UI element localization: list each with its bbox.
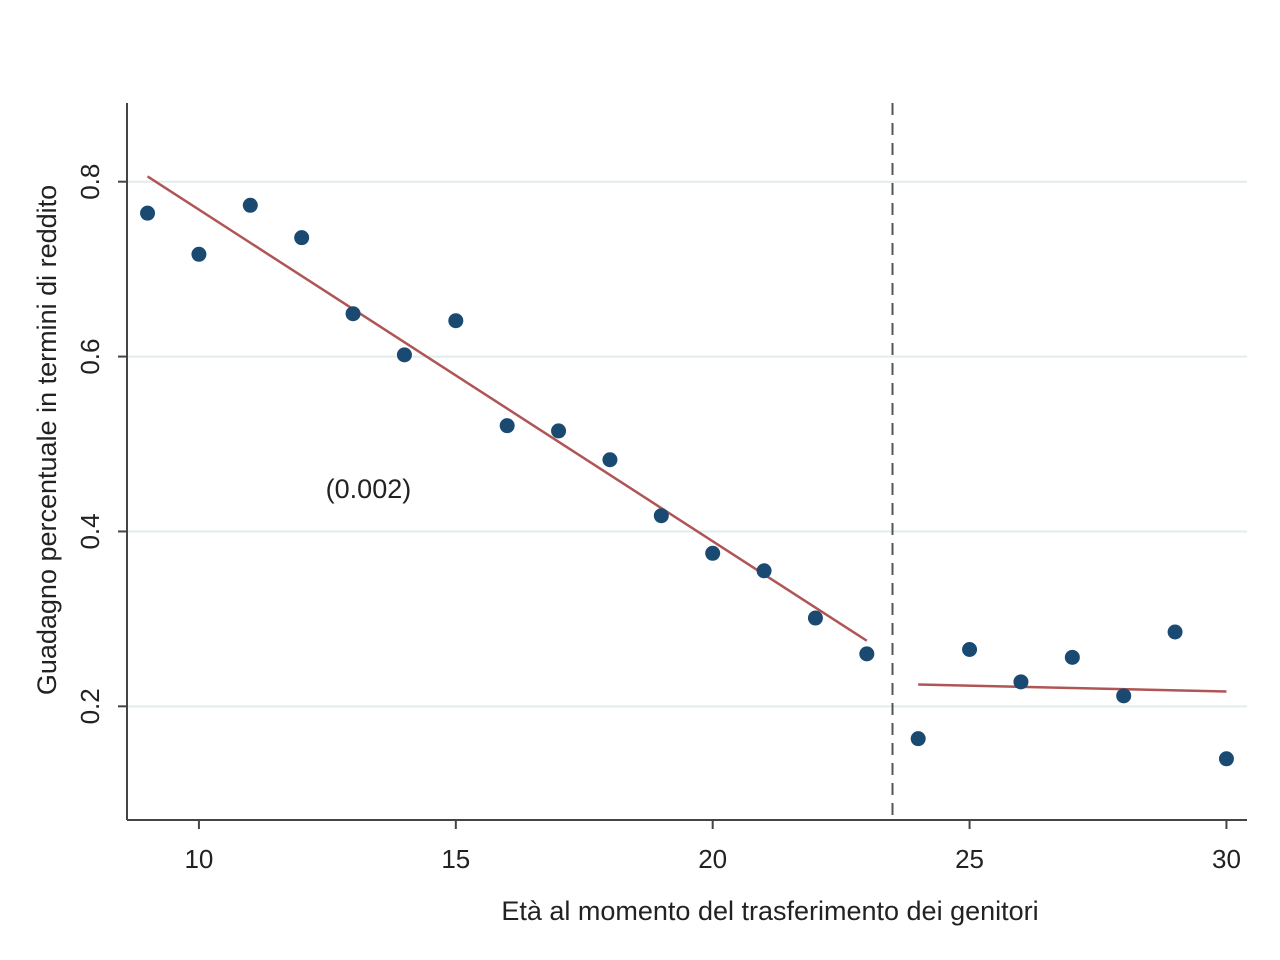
y-tick-label: 0.2 xyxy=(75,688,105,724)
y-tick-label: 0.8 xyxy=(75,164,105,200)
data-point xyxy=(294,230,310,246)
data-point xyxy=(1167,624,1183,640)
data-point xyxy=(191,246,207,262)
x-tick-label: 15 xyxy=(441,844,470,874)
data-point xyxy=(140,205,156,221)
data-point xyxy=(448,313,464,329)
data-points xyxy=(140,197,1234,767)
data-point xyxy=(499,418,515,434)
data-point xyxy=(859,646,875,662)
data-point xyxy=(551,423,567,439)
y-tick-label: 0.4 xyxy=(75,513,105,549)
data-point xyxy=(396,347,412,363)
x-tick-label: 25 xyxy=(955,844,984,874)
data-point xyxy=(1116,688,1132,704)
data-point xyxy=(242,197,258,213)
data-point xyxy=(756,563,772,579)
y-tick-label: 0.6 xyxy=(75,338,105,374)
data-point xyxy=(653,508,669,524)
fit-line-2 xyxy=(918,683,1227,693)
data-point xyxy=(705,545,721,561)
data-point xyxy=(1218,751,1234,767)
data-point xyxy=(1064,649,1080,665)
data-point xyxy=(910,731,926,747)
x-tick-label: 10 xyxy=(184,844,213,874)
x-tick-label: 20 xyxy=(698,844,727,874)
x-axis-title: Età al momento del trasferimento dei gen… xyxy=(501,896,1038,926)
ticks: 0.2 0.4 0.6 0.8 10 15 20 25 30 xyxy=(75,164,1241,874)
fit-lines xyxy=(146,175,1227,693)
y-axis-title: Guadagno percentuale in termini di reddi… xyxy=(32,185,62,695)
x-tick-label: 30 xyxy=(1212,844,1241,874)
fit-line-1 xyxy=(146,175,868,642)
data-point xyxy=(345,306,361,322)
data-point xyxy=(602,452,618,468)
gridlines xyxy=(128,180,1247,708)
data-point xyxy=(807,610,823,626)
data-point xyxy=(1013,674,1029,690)
axes xyxy=(126,103,1247,821)
data-point xyxy=(962,641,978,657)
coefficient-annotation: (0.002) xyxy=(326,474,412,504)
annotations: (0.002) xyxy=(326,474,412,504)
